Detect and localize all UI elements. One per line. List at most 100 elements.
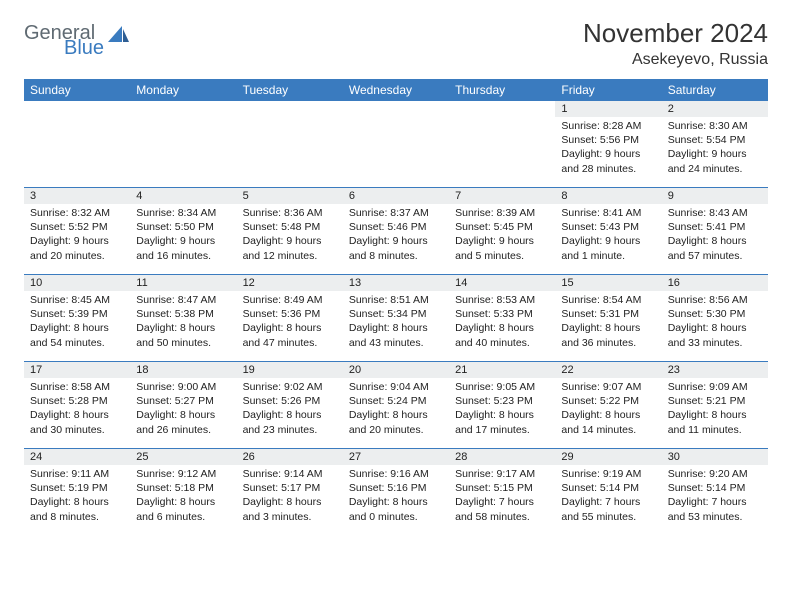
calendar-cell: 21Sunrise: 9:05 AMSunset: 5:23 PMDayligh… [449,362,555,449]
calendar-cell: 19Sunrise: 9:02 AMSunset: 5:26 PMDayligh… [237,362,343,449]
day-number: 8 [555,188,661,204]
daylight-text: Daylight: 9 hours and 16 minutes. [136,234,230,262]
logo-word2: Blue [64,39,104,58]
daylight-text: Daylight: 8 hours and 14 minutes. [561,408,655,436]
day-number: 15 [555,275,661,291]
sunrise-text: Sunrise: 9:16 AM [349,467,443,481]
day-number: 2 [662,101,768,117]
sunrise-text: Sunrise: 9:00 AM [136,380,230,394]
calendar-cell: 8Sunrise: 8:41 AMSunset: 5:43 PMDaylight… [555,188,661,275]
daylight-text: Daylight: 8 hours and 54 minutes. [30,321,124,349]
daylight-text: Daylight: 8 hours and 26 minutes. [136,408,230,436]
sunrise-text: Sunrise: 8:54 AM [561,293,655,307]
sunset-text: Sunset: 5:15 PM [455,481,549,495]
daylight-text: Daylight: 8 hours and 11 minutes. [668,408,762,436]
day-number: 9 [662,188,768,204]
day-content: Sunrise: 8:37 AMSunset: 5:46 PMDaylight:… [343,204,449,267]
sunset-text: Sunset: 5:33 PM [455,307,549,321]
sunset-text: Sunset: 5:28 PM [30,394,124,408]
sunrise-text: Sunrise: 9:04 AM [349,380,443,394]
daylight-text: Daylight: 8 hours and 36 minutes. [561,321,655,349]
calendar-cell: 4Sunrise: 8:34 AMSunset: 5:50 PMDaylight… [130,188,236,275]
daylight-text: Daylight: 8 hours and 57 minutes. [668,234,762,262]
day-content: Sunrise: 9:07 AMSunset: 5:22 PMDaylight:… [555,378,661,441]
calendar-cell [343,101,449,188]
day-number: 12 [237,275,343,291]
day-content: Sunrise: 8:45 AMSunset: 5:39 PMDaylight:… [24,291,130,354]
day-content: Sunrise: 8:36 AMSunset: 5:48 PMDaylight:… [237,204,343,267]
day-content [130,117,236,123]
day-number: 30 [662,449,768,465]
day-content: Sunrise: 8:43 AMSunset: 5:41 PMDaylight:… [662,204,768,267]
day-content: Sunrise: 8:30 AMSunset: 5:54 PMDaylight:… [662,117,768,180]
sunset-text: Sunset: 5:36 PM [243,307,337,321]
day-number: 13 [343,275,449,291]
day-number [130,101,236,117]
day-number: 10 [24,275,130,291]
month-title: November 2024 [583,18,768,49]
day-number: 28 [449,449,555,465]
day-content: Sunrise: 8:58 AMSunset: 5:28 PMDaylight:… [24,378,130,441]
calendar-table: Sunday Monday Tuesday Wednesday Thursday… [24,79,768,535]
day-number: 23 [662,362,768,378]
sunset-text: Sunset: 5:23 PM [455,394,549,408]
sunrise-text: Sunrise: 9:02 AM [243,380,337,394]
day-number: 22 [555,362,661,378]
daylight-text: Daylight: 8 hours and 47 minutes. [243,321,337,349]
sunset-text: Sunset: 5:39 PM [30,307,124,321]
sunset-text: Sunset: 5:46 PM [349,220,443,234]
sunrise-text: Sunrise: 9:20 AM [668,467,762,481]
day-content: Sunrise: 9:04 AMSunset: 5:24 PMDaylight:… [343,378,449,441]
title-block: November 2024 Asekeyevo, Russia [583,18,768,69]
day-content: Sunrise: 9:20 AMSunset: 5:14 PMDaylight:… [662,465,768,528]
calendar-cell: 10Sunrise: 8:45 AMSunset: 5:39 PMDayligh… [24,275,130,362]
day-content: Sunrise: 8:39 AMSunset: 5:45 PMDaylight:… [449,204,555,267]
sunrise-text: Sunrise: 9:11 AM [30,467,124,481]
calendar-cell [130,101,236,188]
sunset-text: Sunset: 5:56 PM [561,133,655,147]
sunset-text: Sunset: 5:19 PM [30,481,124,495]
daylight-text: Daylight: 8 hours and 0 minutes. [349,495,443,523]
sunset-text: Sunset: 5:38 PM [136,307,230,321]
calendar-cell [449,101,555,188]
sunset-text: Sunset: 5:24 PM [349,394,443,408]
sunset-text: Sunset: 5:14 PM [668,481,762,495]
day-number [24,101,130,117]
weekday-header: Friday [555,79,661,101]
daylight-text: Daylight: 8 hours and 33 minutes. [668,321,762,349]
sunset-text: Sunset: 5:52 PM [30,220,124,234]
sunrise-text: Sunrise: 8:45 AM [30,293,124,307]
calendar-week-row: 24Sunrise: 9:11 AMSunset: 5:19 PMDayligh… [24,449,768,536]
day-content: Sunrise: 9:16 AMSunset: 5:16 PMDaylight:… [343,465,449,528]
calendar-cell: 29Sunrise: 9:19 AMSunset: 5:14 PMDayligh… [555,449,661,536]
sunset-text: Sunset: 5:30 PM [668,307,762,321]
daylight-text: Daylight: 8 hours and 17 minutes. [455,408,549,436]
weekday-header: Tuesday [237,79,343,101]
sunrise-text: Sunrise: 8:47 AM [136,293,230,307]
calendar-cell: 30Sunrise: 9:20 AMSunset: 5:14 PMDayligh… [662,449,768,536]
day-content: Sunrise: 8:53 AMSunset: 5:33 PMDaylight:… [449,291,555,354]
day-number: 11 [130,275,236,291]
calendar-cell: 24Sunrise: 9:11 AMSunset: 5:19 PMDayligh… [24,449,130,536]
day-number: 25 [130,449,236,465]
header: General Blue November 2024 Asekeyevo, Ru… [24,18,768,69]
day-content: Sunrise: 9:12 AMSunset: 5:18 PMDaylight:… [130,465,236,528]
sunset-text: Sunset: 5:17 PM [243,481,337,495]
sunset-text: Sunset: 5:16 PM [349,481,443,495]
sunrise-text: Sunrise: 9:09 AM [668,380,762,394]
calendar-week-row: 1Sunrise: 8:28 AMSunset: 5:56 PMDaylight… [24,101,768,188]
calendar-cell: 18Sunrise: 9:00 AMSunset: 5:27 PMDayligh… [130,362,236,449]
day-content: Sunrise: 9:00 AMSunset: 5:27 PMDaylight:… [130,378,236,441]
daylight-text: Daylight: 9 hours and 24 minutes. [668,147,762,175]
sunrise-text: Sunrise: 9:12 AM [136,467,230,481]
calendar-cell: 3Sunrise: 8:32 AMSunset: 5:52 PMDaylight… [24,188,130,275]
daylight-text: Daylight: 9 hours and 1 minute. [561,234,655,262]
calendar-cell: 7Sunrise: 8:39 AMSunset: 5:45 PMDaylight… [449,188,555,275]
day-number: 21 [449,362,555,378]
day-number: 7 [449,188,555,204]
day-content [343,117,449,123]
daylight-text: Daylight: 8 hours and 6 minutes. [136,495,230,523]
calendar-cell: 2Sunrise: 8:30 AMSunset: 5:54 PMDaylight… [662,101,768,188]
sunset-text: Sunset: 5:31 PM [561,307,655,321]
daylight-text: Daylight: 7 hours and 53 minutes. [668,495,762,523]
